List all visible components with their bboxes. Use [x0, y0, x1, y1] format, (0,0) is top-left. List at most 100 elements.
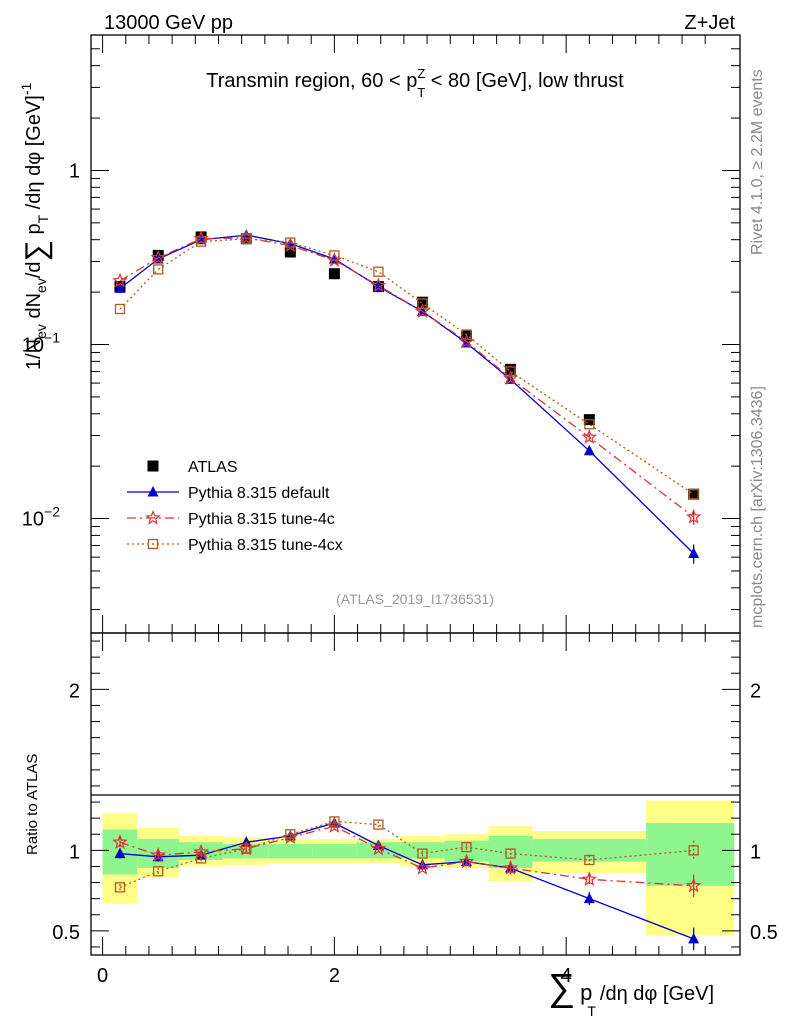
legend-entry: Pythia 8.315 tune-4cx — [127, 537, 343, 554]
ratio-data-point — [688, 932, 700, 944]
series-line — [119, 238, 694, 495]
data-point — [581, 429, 598, 444]
ratio-data-point — [373, 819, 384, 830]
data-point — [370, 277, 387, 293]
data-point — [688, 489, 699, 500]
ratio-data-point — [416, 858, 428, 870]
ratio-series-line — [119, 822, 694, 940]
data-point — [505, 366, 516, 377]
plot-title: Transmin region, 60 < pZ T < 80 [GeV], lo… — [206, 66, 624, 100]
ratio-y-tick-label-right: 2 — [750, 680, 761, 702]
stat-uncertainty-band — [268, 843, 313, 859]
legend-marker — [147, 486, 159, 497]
data-point — [584, 419, 595, 430]
main-y-tick-label: 10−1 — [22, 329, 60, 356]
x-tick-label: 4 — [561, 965, 572, 987]
series-3 — [114, 233, 699, 500]
x-tick-label: 2 — [329, 965, 340, 987]
ratio-data-point — [193, 843, 209, 859]
ratio-series-line — [119, 825, 694, 887]
analysis-reference: (ATLAS_2019_I1736531) — [336, 591, 494, 607]
main-y-tick-label: 1 — [69, 160, 80, 182]
data-point — [583, 444, 595, 456]
legend-label: Pythia 8.315 tune-4cx — [188, 537, 343, 554]
data-point — [114, 282, 126, 293]
series-line — [119, 237, 694, 518]
data-point — [285, 237, 296, 248]
data-point — [241, 233, 252, 244]
stat-uncertainty-band — [312, 843, 357, 859]
ratio-data-point — [685, 877, 702, 893]
ratio-y-axis-label: Ratio to ATLAS — [24, 754, 41, 855]
ratio-frame — [90, 632, 741, 956]
ratio-series-line — [119, 820, 694, 888]
data-point — [328, 268, 340, 280]
ratio-data-point — [688, 845, 699, 856]
series-2 — [112, 229, 702, 525]
data-point — [416, 296, 428, 308]
ratio-y-tick-label: 2 — [69, 680, 80, 702]
data-point — [150, 249, 166, 265]
legend-entry: ATLAS — [147, 459, 238, 476]
legend-label: Pythia 8.315 default — [188, 485, 330, 502]
data-point — [284, 246, 296, 258]
legend-label: Pythia 8.315 tune-4c — [188, 511, 335, 528]
ratio-data-point — [241, 843, 252, 854]
data-point — [195, 236, 207, 247]
ratio-data-point — [502, 859, 519, 875]
ratio-y-tick-label: 1 — [69, 841, 80, 863]
legend-entry: Pythia 8.315 tune-4c — [127, 509, 335, 528]
data-point — [461, 329, 472, 340]
main-panel: 1 10−1 10−2 — [22, 34, 741, 634]
data-point — [329, 250, 340, 261]
ratio-data-point — [195, 853, 207, 864]
x-tick-label: 0 — [97, 965, 108, 987]
legend-entry: Pythia 8.315 default — [127, 485, 330, 502]
ratio-data-point — [285, 829, 296, 840]
main-series — [112, 229, 702, 564]
data-point — [688, 547, 700, 558]
stat-uncertainty-band — [532, 839, 647, 862]
x-axis-label: ∑ p T/dη dφ [GeV] — [548, 967, 714, 1019]
energy-label: 13000 GeV pp — [104, 12, 233, 34]
ratio-data-point — [417, 848, 428, 859]
ratio-data-point — [372, 839, 384, 851]
ratio-data-point — [114, 847, 126, 859]
ratio-data-point — [370, 840, 387, 856]
data-point — [114, 303, 126, 315]
legend-marker — [147, 460, 159, 472]
ratio-data-point — [114, 882, 126, 893]
data-point — [688, 488, 700, 500]
mcplots-label: mcplots.cern.ch [arXiv:1306.3436] — [749, 386, 766, 628]
ratio-data-point — [458, 853, 475, 869]
data-point — [685, 508, 702, 524]
ratio-data-point — [112, 834, 128, 849]
data-point — [414, 303, 431, 318]
ratio-data-point — [581, 871, 598, 886]
main-ticks: 1 10−1 10−2 — [22, 34, 740, 633]
ratio-data-point — [329, 816, 340, 827]
ratio-panel: 0.5 0.5 1 1 2 2 0 2 4 — [52, 632, 778, 987]
rivet-version-label: Rivet 4.1.0, ≥ 2.2M events — [749, 69, 766, 255]
ratio-data-point — [584, 854, 595, 866]
ratio-y-tick-label: 0.5 — [52, 922, 80, 944]
svg-text:1/Nev dNev/d∑ pT /dη dφ [GeV]: 1/Nev dNev/d∑ pT /dη dφ [GeV]-1 — [18, 82, 53, 370]
ratio-data-point — [583, 892, 595, 904]
ratio-data-point — [153, 866, 164, 877]
ratio-y-tick-label-right: 0.5 — [750, 922, 778, 944]
main-y-axis-label: 1/Nev dNev/d∑ pT /dη dφ [GeV]-1 — [18, 82, 53, 370]
data-point — [417, 298, 428, 309]
data-point — [373, 266, 384, 277]
legend-label: ATLAS — [188, 459, 238, 476]
data-point — [505, 363, 517, 375]
data-point — [112, 272, 128, 288]
legend: ATLAS Pythia 8.315 default Pythia 8.315 tu… — [127, 459, 343, 554]
series-line — [119, 234, 695, 554]
legend-marker — [147, 538, 159, 550]
ratio-y-tick-label-right: 1 — [750, 841, 761, 863]
ratio-data-point — [150, 847, 166, 862]
ratio-ticks: 0.5 0.5 1 1 2 2 0 2 4 — [52, 633, 778, 987]
process-label: Z+Jet — [684, 12, 735, 34]
ratio-series-2 — [114, 816, 699, 893]
data-point — [153, 264, 164, 275]
